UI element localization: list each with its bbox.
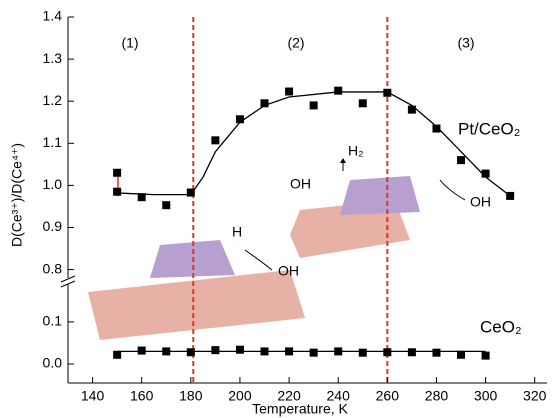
data-point [187, 348, 195, 356]
data-point [162, 201, 170, 209]
annotation: OH [470, 194, 491, 210]
data-point [482, 352, 490, 360]
data-point [310, 349, 318, 357]
annotation: OH [290, 176, 311, 192]
data-point [138, 347, 146, 355]
y-axis-label: D(Ce³⁺)/D(Ce⁴⁺) [9, 143, 25, 247]
data-point [408, 348, 416, 356]
y-tick-label: 1.2 [43, 92, 63, 108]
annotation: H [232, 224, 242, 240]
x-tick-label: 200 [228, 388, 252, 404]
x-tick-label: 260 [376, 388, 400, 404]
x-tick-label: 140 [81, 388, 105, 404]
annotation: H₂ [348, 143, 364, 159]
data-point [310, 101, 318, 109]
x-tick-label: 280 [425, 388, 449, 404]
annotation: (2) [287, 35, 304, 51]
data-point [383, 348, 391, 356]
annotation: OH [278, 263, 299, 279]
data-point [113, 169, 121, 177]
data-point [359, 349, 367, 357]
y-tick-label: 1.3 [43, 50, 63, 66]
y-tick-label: 0.0 [43, 355, 63, 371]
annotation: CeO₂ [480, 317, 522, 336]
illustration [88, 158, 465, 340]
annotation: (1) [121, 35, 138, 51]
y-tick-label: 1.4 [43, 8, 63, 24]
x-tick-label: 320 [523, 388, 547, 404]
data-point [285, 88, 293, 96]
chart: (1) (2) (3) Pt/CeO₂ H OH H₂ OH OH CeO₂ D… [0, 0, 552, 418]
y-tick-label: 1.0 [43, 176, 63, 192]
data-point [457, 156, 465, 164]
y-tick-label: 0.1 [43, 313, 63, 329]
data-point [408, 106, 416, 114]
data-point [211, 136, 219, 144]
annotation: Pt/CeO₂ [458, 119, 520, 138]
data-point [211, 346, 219, 354]
y-tick-label: 0.8 [43, 260, 63, 276]
x-tick-label: 240 [327, 388, 351, 404]
y-tick-label: 0.9 [43, 218, 63, 234]
annotation: (3) [457, 35, 474, 51]
data-point [432, 349, 440, 357]
data-point [334, 87, 342, 95]
x-tick-label: 300 [474, 388, 498, 404]
data-point [359, 99, 367, 107]
x-tick-label: 180 [179, 388, 203, 404]
data-point [236, 346, 244, 354]
data-point [113, 188, 121, 196]
y-tick-label: 1.1 [43, 134, 63, 150]
x-tick-label: 160 [130, 388, 154, 404]
x-tick-label: 220 [277, 388, 301, 404]
